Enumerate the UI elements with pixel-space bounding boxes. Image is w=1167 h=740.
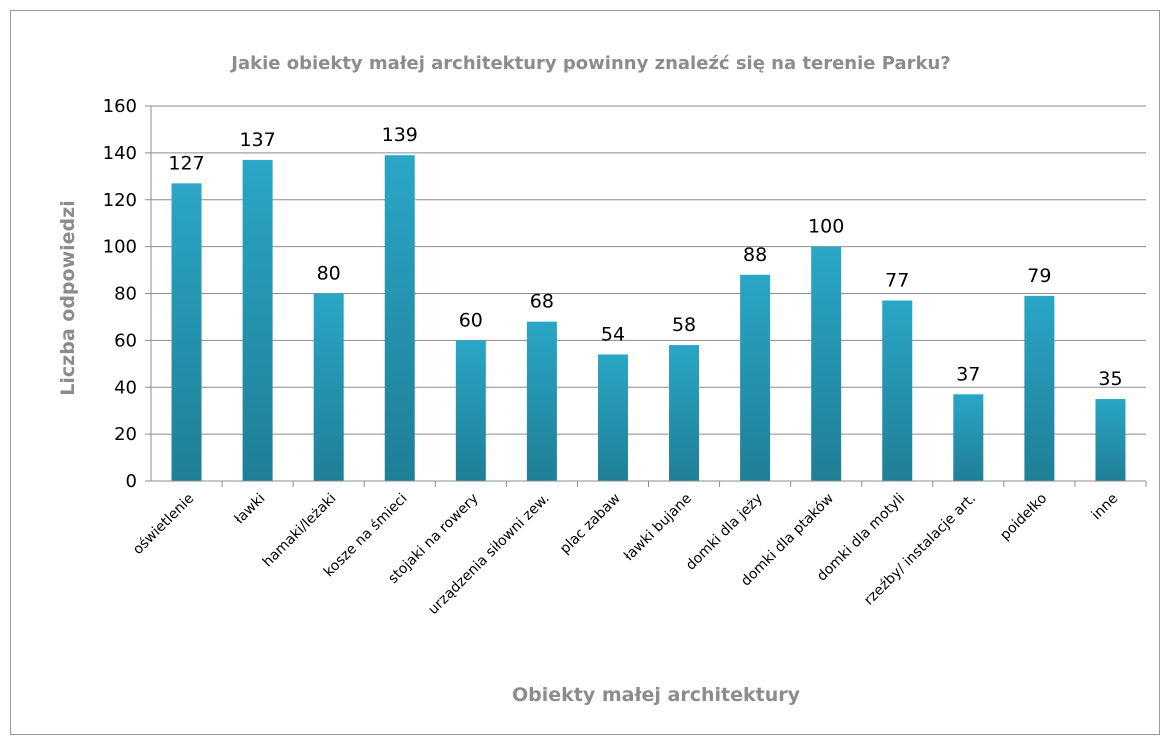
data-label: 88 — [743, 244, 767, 266]
data-label: 77 — [885, 270, 909, 292]
bar — [171, 183, 202, 481]
x-category-label: domki dla jeży — [683, 491, 766, 574]
bar — [811, 246, 842, 481]
bar — [882, 300, 913, 481]
x-category-label: ławki bujane — [621, 491, 695, 565]
bar — [455, 340, 486, 481]
data-label: 54 — [601, 323, 625, 345]
data-label: 68 — [530, 291, 554, 313]
data-label: 58 — [672, 314, 696, 336]
y-tick-label: 60 — [114, 330, 137, 351]
data-label: 37 — [956, 363, 980, 385]
bar — [740, 274, 771, 481]
data-label: 35 — [1098, 368, 1122, 390]
x-category-label: plac zabaw — [557, 491, 624, 558]
bar — [669, 345, 700, 481]
x-category-label: urządzenia siłowni zew. — [425, 491, 552, 618]
bar — [953, 394, 984, 481]
data-label: 139 — [382, 124, 418, 146]
data-labels: 127 137 80 139 60 68 54 58 88 100 77 37 79 35 — [168, 124, 1122, 390]
y-axis-title: Liczba odpowiedzi — [57, 200, 79, 395]
bars — [171, 155, 1126, 481]
bar — [313, 293, 344, 481]
x-category-label: ławki — [232, 491, 269, 528]
x-category-label: poidełko — [997, 491, 1050, 544]
data-label: 80 — [317, 263, 341, 285]
bar — [597, 354, 628, 481]
y-tick-label: 40 — [114, 377, 137, 398]
bar-chart: Jakie obiekty małej architektury powinny… — [57, 53, 1147, 706]
y-tick-label: 20 — [114, 424, 137, 445]
x-category-label: inne — [1089, 491, 1122, 524]
y-tick-label: 160 — [103, 96, 137, 117]
bar — [242, 159, 273, 481]
data-label: 137 — [239, 129, 275, 151]
x-category-label: hamaki/leżaki — [260, 491, 340, 571]
y-tick-label: 80 — [114, 284, 137, 305]
x-axis-title: Obiekty małej architektury — [512, 684, 801, 706]
bar — [1095, 398, 1126, 481]
bar — [1024, 295, 1055, 481]
y-tick-label: 120 — [103, 190, 137, 211]
chart-title: Jakie obiekty małej architektury powinny… — [229, 53, 950, 74]
y-tick-label: 140 — [103, 143, 137, 164]
data-label: 100 — [808, 216, 844, 238]
y-axis-ticks: 0 20 40 60 80 100 120 140 160 — [103, 96, 151, 492]
gridlines — [151, 105, 1146, 435]
bar — [526, 321, 557, 481]
y-tick-label: 0 — [126, 471, 137, 492]
x-category-label: oświetlenie — [130, 491, 197, 558]
bar — [384, 155, 415, 481]
data-label: 60 — [459, 309, 483, 331]
data-label: 127 — [168, 152, 204, 174]
data-label: 79 — [1027, 265, 1051, 287]
y-tick-label: 100 — [103, 237, 137, 258]
chart-frame: Jakie obiekty małej architektury powinny… — [10, 10, 1160, 735]
